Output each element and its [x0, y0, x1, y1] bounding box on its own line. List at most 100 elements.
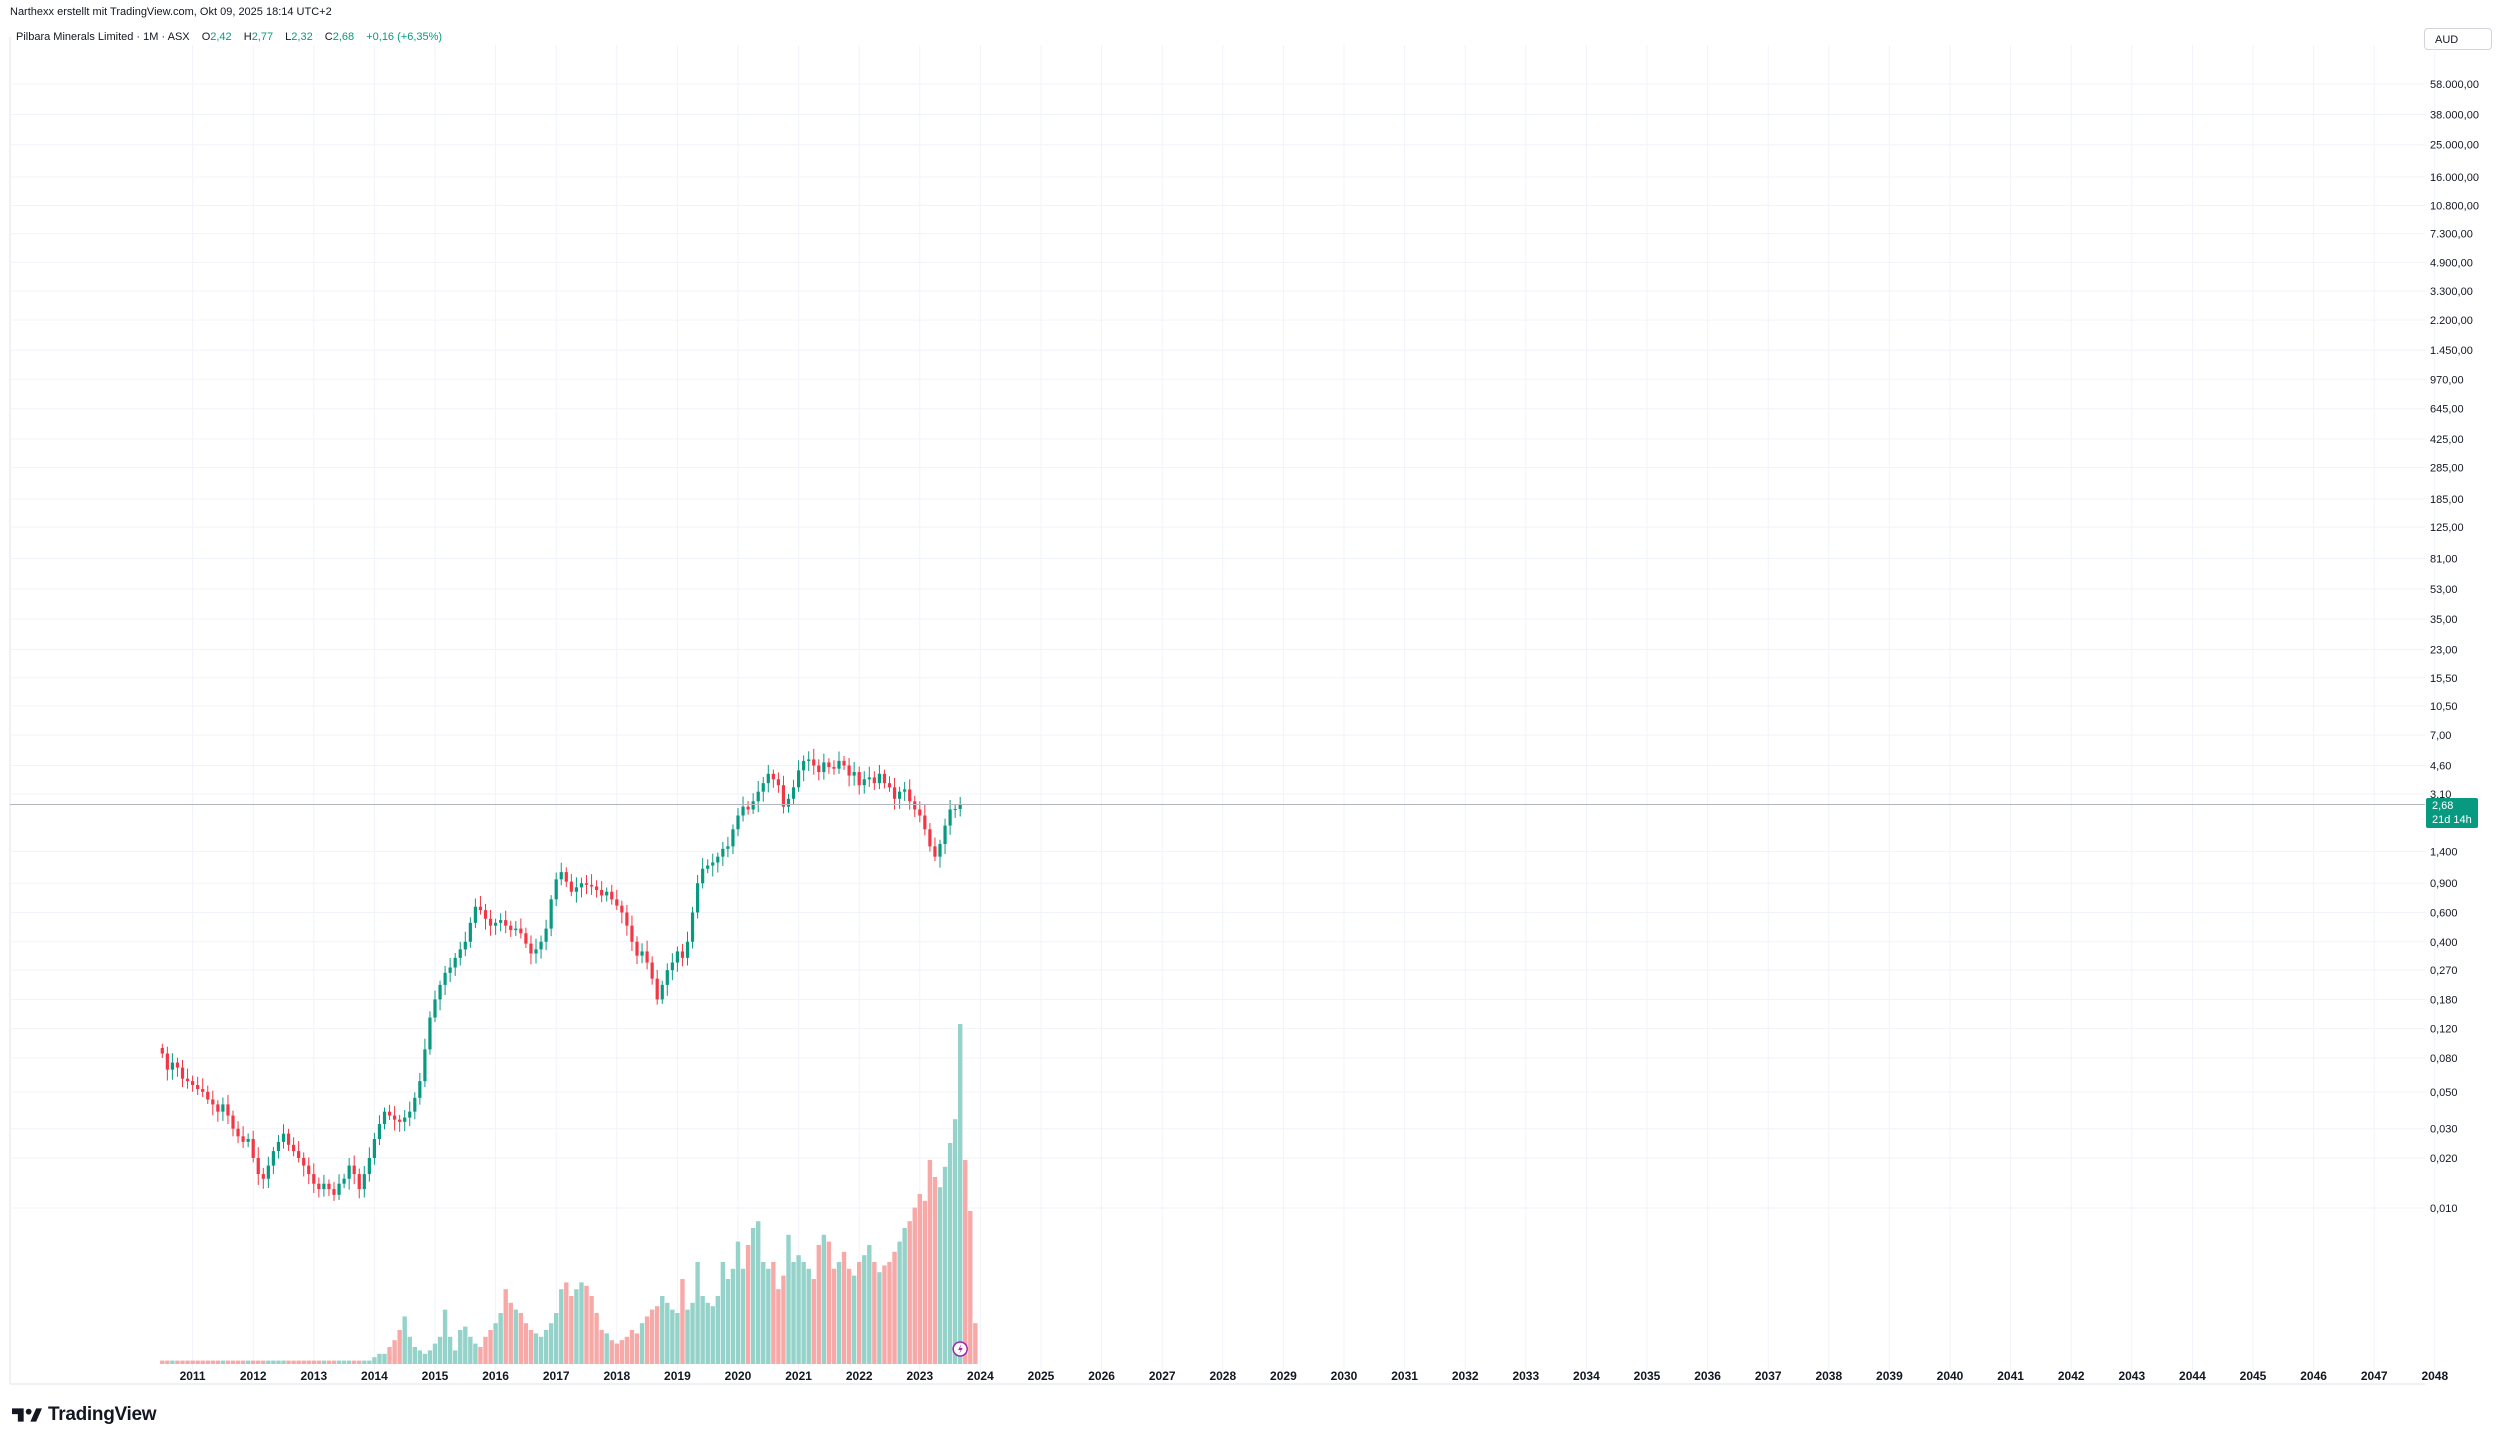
- price-candle: [372, 1132, 376, 1165]
- price-candle: [332, 1182, 336, 1201]
- volume-bar: [831, 1268, 837, 1364]
- year-tick-label: 2032: [1452, 1369, 1479, 1383]
- candle-body: [943, 825, 947, 844]
- volume-bar: [336, 1360, 342, 1364]
- price-tick-label: 10.800,00: [2430, 200, 2479, 212]
- volume-bar: [478, 1347, 483, 1364]
- candle-body: [665, 970, 669, 985]
- volume-bar: [851, 1275, 857, 1364]
- time-axis[interactable]: 2011 2012 2013 2014 2015 2016 2017 2018 2019 2020…: [180, 1369, 2449, 1383]
- candle-body: [372, 1139, 376, 1158]
- candle-body: [332, 1189, 336, 1195]
- close-label: C: [324, 31, 333, 43]
- price-tick-label: 2.200,00: [2430, 315, 2473, 327]
- volume-bar: [796, 1255, 801, 1364]
- year-tick-label: 2034: [1573, 1369, 1600, 1383]
- volume-bar: [730, 1268, 736, 1364]
- volume-bar: [786, 1234, 791, 1364]
- volume-bar: [281, 1360, 286, 1364]
- candle-body: [640, 951, 644, 956]
- candle-body: [554, 879, 558, 900]
- volume-bar: [594, 1313, 599, 1364]
- volume-bar: [649, 1309, 655, 1364]
- volume-bar: [715, 1296, 720, 1364]
- price-candle: [928, 823, 932, 852]
- price-tick-label: 645,00: [2430, 404, 2464, 416]
- candle-layer: [160, 748, 962, 1201]
- candle-body: [256, 1157, 260, 1175]
- price-candle: [206, 1085, 210, 1104]
- candle-body: [312, 1174, 316, 1184]
- volume-bar: [372, 1357, 377, 1364]
- volume-bar: [609, 1340, 614, 1364]
- volume-bar: [447, 1336, 453, 1364]
- open-label: O: [201, 31, 211, 43]
- price-candle: [519, 918, 523, 939]
- volume-bar: [973, 1323, 978, 1364]
- tradingview-logo-icon: [12, 1408, 42, 1422]
- price-candle: [630, 915, 634, 951]
- candle-body: [564, 872, 568, 882]
- candle-body: [948, 809, 952, 826]
- candle-body: [413, 1097, 417, 1112]
- year-tick-label: 2023: [906, 1369, 933, 1383]
- candle-body: [827, 762, 831, 768]
- candle-body: [276, 1141, 281, 1152]
- volume-bar: [922, 1200, 928, 1364]
- candle-body: [175, 1062, 180, 1068]
- volume-bar: [377, 1353, 382, 1364]
- price-candle: [832, 760, 836, 775]
- price-candle: [579, 877, 584, 898]
- price-candle: [882, 769, 887, 789]
- price-candle: [887, 776, 892, 792]
- candle-body: [357, 1174, 361, 1190]
- volume-bar: [397, 1330, 402, 1364]
- price-candle: [807, 751, 811, 771]
- price-candle: [347, 1158, 351, 1190]
- price-candle: [847, 757, 851, 787]
- volume-bar: [493, 1323, 498, 1364]
- price-candle: [595, 880, 599, 898]
- volume-bar: [528, 1330, 534, 1364]
- year-tick-label: 2022: [846, 1369, 873, 1383]
- candle-body: [398, 1119, 402, 1122]
- volume-bar: [776, 1289, 781, 1364]
- price-axis[interactable]: 0,010 0,020 0,030 0,050 0,080 0,120 0,180 0,270…: [2430, 79, 2479, 1215]
- volume-bar: [392, 1340, 397, 1364]
- symbol-title[interactable]: Pilbara Minerals Limited · 1M · ASX: [16, 31, 190, 43]
- volume-bar: [195, 1360, 200, 1364]
- candle-body: [817, 765, 821, 773]
- candle-body: [625, 912, 629, 926]
- price-candle: [226, 1094, 230, 1124]
- volume-bar: [750, 1228, 756, 1364]
- candle-body: [574, 887, 578, 892]
- price-candle: [766, 764, 770, 793]
- volume-bar: [912, 1207, 917, 1364]
- candle-body: [423, 1049, 427, 1082]
- price-tick-label: 1.450,00: [2430, 345, 2473, 357]
- tradingview-brand[interactable]: TradingView: [12, 1404, 157, 1426]
- volume-bar: [160, 1360, 165, 1364]
- close-value: 2,68: [332, 31, 355, 43]
- price-candle: [539, 935, 543, 959]
- volume-bar: [175, 1360, 180, 1364]
- currency-selector[interactable]: AUD: [2424, 28, 2492, 50]
- price-candle: [261, 1167, 265, 1189]
- volume-bar: [346, 1360, 352, 1364]
- volume-bar: [458, 1330, 463, 1364]
- year-tick-label: 2012: [240, 1369, 267, 1383]
- volume-bar: [256, 1360, 261, 1364]
- price-candle: [600, 881, 604, 903]
- candle-body: [605, 891, 609, 896]
- candle-body: [615, 899, 619, 906]
- volume-bar: [756, 1221, 761, 1364]
- price-candle: [367, 1147, 371, 1182]
- price-candle: [812, 748, 816, 775]
- candle-body: [857, 772, 861, 786]
- price-candle: [463, 931, 467, 957]
- candle-body: [751, 801, 755, 810]
- price-candle: [468, 917, 472, 948]
- volume-bar: [639, 1323, 645, 1364]
- price-candle: [196, 1076, 200, 1096]
